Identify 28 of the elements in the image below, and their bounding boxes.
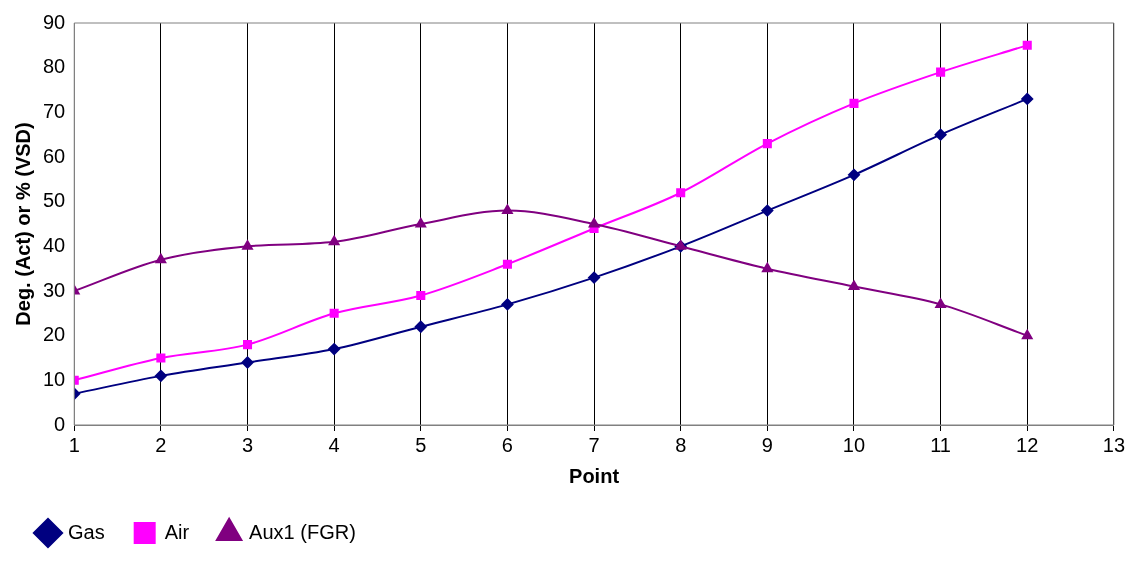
y-tick-label: 10 [43, 367, 66, 390]
x-axis-title: Point [569, 464, 620, 487]
y-tick-label: 20 [43, 323, 66, 346]
legend-label: Aux1 (FGR) [249, 520, 356, 543]
y-tick-label: 30 [43, 278, 66, 301]
y-tick-label: 60 [43, 144, 66, 167]
x-tick-label: 3 [241, 433, 254, 456]
x-tick-label: 1 [68, 433, 80, 456]
y-tick-label: 70 [43, 99, 66, 122]
x-tick-label: 4 [328, 433, 340, 456]
x-tick-label: 13 [1102, 433, 1125, 456]
y-tick-label: 0 [54, 412, 66, 435]
y-tick-label: 50 [43, 189, 66, 212]
legend-label: Gas [68, 520, 105, 543]
x-tick-label: 7 [588, 433, 600, 456]
x-tick-label: 2 [155, 433, 167, 456]
x-tick-label: 5 [415, 433, 427, 456]
x-tick-label: 9 [761, 433, 773, 456]
y-axis-title: Deg. (Act) or % (VSD) [11, 122, 34, 326]
x-tick-label: 11 [930, 433, 951, 456]
x-tick-label: 6 [501, 433, 513, 456]
x-tick-label: 12 [1016, 433, 1039, 456]
y-tick-label: 40 [43, 233, 66, 256]
x-tick-label: 10 [842, 433, 866, 456]
y-tick-label: 90 [43, 10, 66, 33]
x-tick-label: 8 [675, 433, 687, 456]
legend-label: Air [164, 520, 190, 543]
y-tick-label: 80 [43, 55, 66, 78]
